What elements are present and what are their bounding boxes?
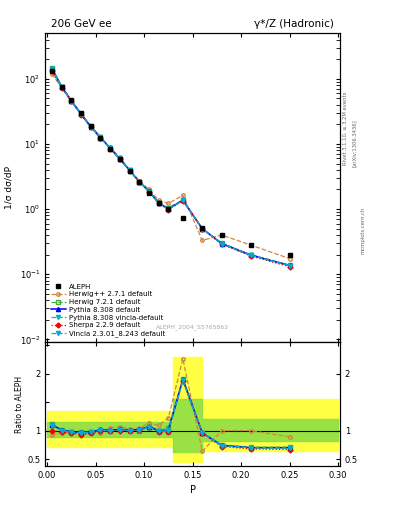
Legend: ALEPH, Herwig++ 2.7.1 default, Herwig 7.2.1 default, Pythia 8.308 default, Pythi: ALEPH, Herwig++ 2.7.1 default, Herwig 7.…: [49, 282, 167, 339]
Text: [arXiv:1306.3436]: [arXiv:1306.3436]: [352, 119, 357, 167]
Text: mcmplots.cern.ch: mcmplots.cern.ch: [361, 207, 366, 254]
Text: γ*/Z (Hadronic): γ*/Z (Hadronic): [254, 18, 334, 29]
Text: 206 GeV ee: 206 GeV ee: [51, 18, 112, 29]
Text: ALEPH_2004_S5765862: ALEPH_2004_S5765862: [156, 324, 229, 330]
Text: Rivet 3.1.10, ≥ 3.2M events: Rivet 3.1.10, ≥ 3.2M events: [343, 91, 348, 165]
Y-axis label: Ratio to ALEPH: Ratio to ALEPH: [15, 375, 24, 433]
Y-axis label: 1/σ dσ/dP: 1/σ dσ/dP: [5, 166, 14, 209]
X-axis label: P: P: [189, 485, 196, 495]
